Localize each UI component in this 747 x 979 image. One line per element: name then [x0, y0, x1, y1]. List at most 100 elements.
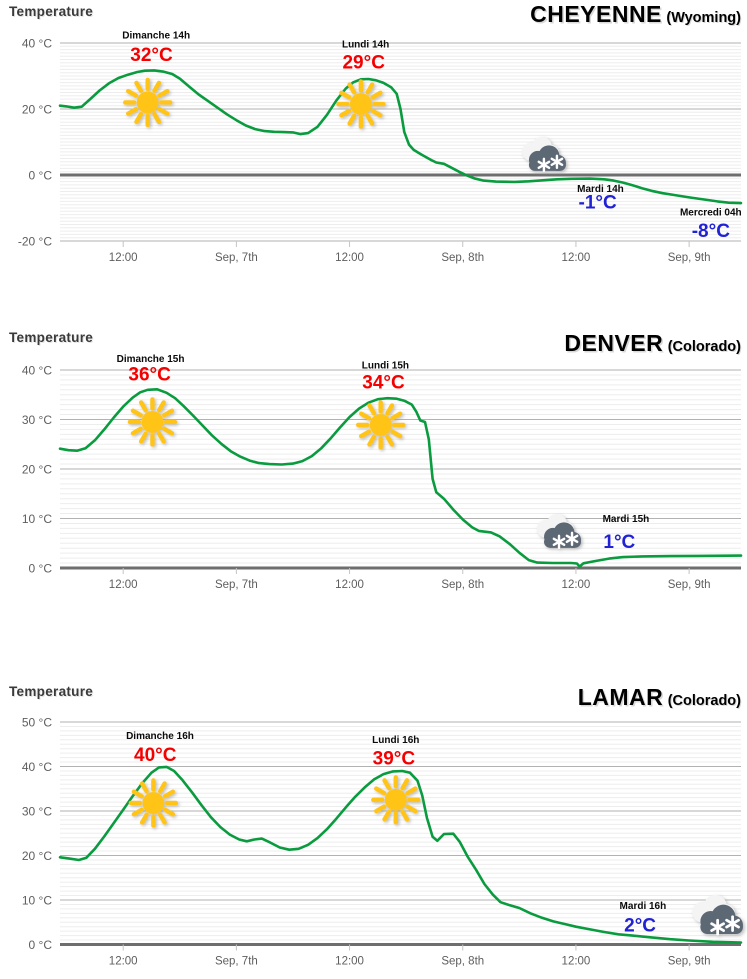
region-name: (Colorado)	[667, 693, 741, 709]
y-tick-label: 20 °C	[22, 849, 52, 863]
annotation: Mardi 16h 2°C	[620, 894, 743, 937]
annotation-time-label: Mercredi 04h	[680, 208, 742, 219]
annotation: Dimanche 16h 40°C	[126, 731, 194, 828]
temperature-line	[58, 69, 743, 205]
chart-title: DENVER (Colorado)	[564, 330, 741, 357]
annotation-time-label: Lundi 15h	[362, 361, 409, 372]
x-tick-label: Sep, 8th	[441, 956, 484, 968]
sun-icon	[128, 778, 179, 828]
x-axis: 12:00 Sep, 7th 12:00 Sep, 8th 12:00 Sep, 9th	[109, 944, 711, 968]
snowflake-icon	[725, 915, 740, 932]
x-axis: 12:00 Sep, 7th 12:00 Sep, 8th 12:00 Sep, 9th	[109, 241, 711, 264]
sun-icon	[355, 400, 406, 450]
y-tick-label: 30 °C	[22, 805, 52, 819]
x-tick-label: 12:00	[562, 252, 591, 264]
x-tick-label: Sep, 8th	[441, 579, 484, 591]
y-tick-label: 10 °C	[22, 512, 52, 526]
annotation-time-label: Mardi 14h	[577, 184, 624, 195]
x-tick-label: 12:00	[335, 252, 364, 264]
x-tick-label: Sep, 8th	[441, 252, 484, 264]
x-tick-label: Sep, 7th	[215, 252, 258, 264]
x-tick-label: 12:00	[109, 956, 138, 968]
x-tick-label: 12:00	[562, 956, 591, 968]
x-tick-label: Sep, 7th	[215, 956, 258, 968]
y-tick-label: 40 °C	[22, 37, 52, 51]
sun-icon	[127, 397, 178, 447]
y-tick-label: 0 °C	[29, 562, 53, 576]
temperature-line	[58, 765, 743, 944]
annotation-value: 40°C	[134, 745, 177, 766]
region-name: (Colorado)	[667, 339, 741, 355]
annotation-value: 32°C	[130, 45, 173, 66]
snow-cloud-icon	[521, 136, 566, 173]
annotation-value: 2°C	[624, 916, 656, 937]
snowflake-icon	[710, 918, 725, 936]
sun-icon	[123, 77, 173, 128]
city-name: LAMAR	[577, 684, 664, 710]
annotation-time-label: Dimanche 14h	[122, 31, 190, 42]
annotation-time-label: Dimanche 15h	[117, 354, 185, 365]
y-tick-label: 50 °C	[22, 716, 52, 730]
annotation: Lundi 14h 29°C	[336, 40, 389, 129]
annotation-value: 36°C	[128, 364, 171, 385]
chart-plot-denver: 40 °C30 °C20 °C10 °C0 °C12:00 Sep, 7th 12:…	[22, 354, 743, 591]
annotation-value: 1°C	[603, 532, 635, 553]
region-name: (Wyoming)	[666, 10, 741, 26]
snow-cloud-icon	[537, 513, 582, 550]
city-name: CHEYENNE	[530, 1, 662, 27]
y-tick-label: 10 °C	[22, 894, 52, 908]
annotation-time-label: Mardi 16h	[620, 901, 667, 912]
x-tick-label: 12:00	[335, 956, 364, 968]
chart-plot-cheyenne: 40 °C 20 °C 0 °C -20 °C 12:00 Sep, 7th 12:00 Se…	[18, 31, 743, 264]
snowflake-icon	[537, 157, 551, 173]
annotation-time-label: Dimanche 16h	[126, 731, 194, 742]
x-tick-label: 12:00	[562, 579, 591, 591]
y-tick-label: 20 °C	[22, 103, 52, 117]
annotation-value: 34°C	[362, 372, 405, 393]
sun-icon	[336, 79, 386, 129]
annotation: Dimanche 14h 32°C	[122, 31, 190, 128]
annotation-time-label: Mardi 15h	[603, 514, 650, 525]
y-axis-title: Temperature	[9, 4, 94, 19]
y-axis-labels: 40 °C 20 °C 0 °C -20 °C	[18, 37, 52, 249]
annotation: Lundi 16h 39°C	[371, 735, 421, 825]
x-tick-label: 12:00	[109, 579, 138, 591]
y-tick-label: 30 °C	[22, 413, 52, 427]
x-tick-label: Sep, 9th	[668, 252, 711, 264]
annotation-value: -8°C	[692, 221, 730, 242]
x-axis: 12:00 Sep, 7th 12:00 Sep, 8th 12:00 Sep, 9th	[109, 568, 711, 591]
x-tick-label: Sep, 9th	[668, 579, 711, 591]
city-name: DENVER	[564, 330, 664, 356]
snowflake-icon	[565, 531, 579, 547]
annotation-value: -1°C	[579, 193, 617, 214]
snow-cloud-icon	[692, 894, 743, 936]
y-tick-label: 20 °C	[22, 463, 52, 477]
annotation-value: 29°C	[342, 53, 385, 74]
sun-icon	[371, 775, 421, 825]
annotation-value: 39°C	[373, 748, 416, 769]
annotation-time-label: Lundi 16h	[372, 735, 419, 746]
chart-plot-lamar: 50 °C 40 °C 30 °C 20 °C 10 °C 0 °C 12:00 Sep, 7…	[22, 716, 743, 968]
y-tick-label: 40 °C	[22, 760, 52, 774]
x-tick-label: Sep, 7th	[215, 579, 258, 591]
x-tick-label: Sep, 9th	[668, 956, 711, 968]
x-tick-label: 12:00	[335, 579, 364, 591]
y-tick-label: 40 °C	[22, 364, 52, 378]
y-axis-title: Temperature	[9, 330, 94, 345]
y-tick-label: 0 °C	[29, 169, 53, 183]
snowflake-icon	[552, 534, 566, 550]
annotation: Mardi 15h 1°C	[537, 513, 650, 553]
snowflake-icon	[550, 154, 564, 170]
y-axis-title: Temperature	[9, 684, 94, 699]
minor-gridlines	[60, 42, 741, 242]
chart-title: CHEYENNE (Wyoming)	[530, 1, 741, 28]
annotation: Mardi 14h-1°C	[521, 136, 624, 214]
y-tick-label: -20 °C	[18, 235, 52, 249]
chart-title: LAMAR (Colorado)	[578, 684, 741, 711]
y-axis-labels: 50 °C 40 °C 30 °C 20 °C 10 °C 0 °C	[22, 716, 52, 953]
y-tick-label: 0 °C	[29, 938, 53, 952]
x-tick-label: 12:00	[109, 252, 138, 264]
